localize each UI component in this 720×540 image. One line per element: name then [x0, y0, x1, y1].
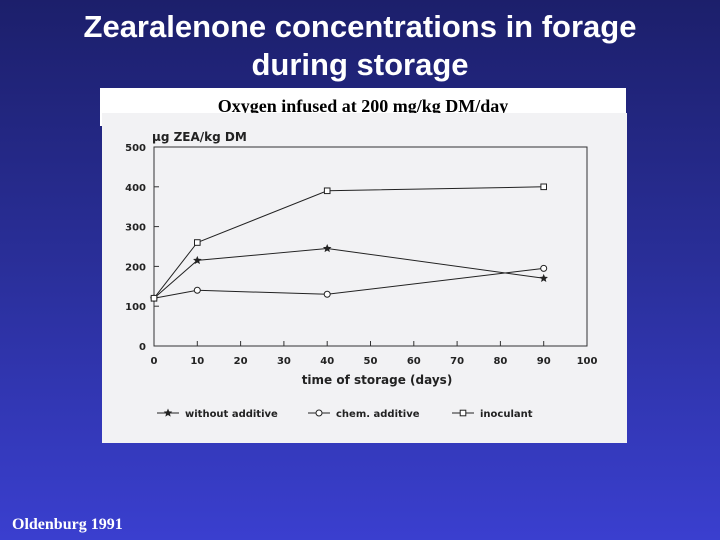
data-point-series-2: [540, 183, 547, 191]
data-point-series-2: [150, 294, 158, 302]
series-line-0: [153, 247, 544, 299]
x-tick-label: 100: [577, 356, 598, 367]
x-tick-label: 40: [320, 356, 334, 367]
plot-frame: [153, 146, 588, 347]
chart-panel: μg ZEA/kg DM time of storage (days) 0 100…: [102, 113, 627, 443]
x-tick-label: 60: [407, 356, 421, 367]
x-tick-label: 30: [277, 356, 291, 367]
x-axis-label: time of storage (days): [302, 373, 453, 387]
data-point-series-2: [194, 239, 201, 246]
data-point-series-0: [322, 243, 332, 253]
title-line-1: Zearalenone concentrations in forage: [83, 9, 637, 44]
y-tick-label: 300: [125, 223, 146, 234]
legend-label-1: chem. additive: [336, 409, 420, 420]
x-tick-label: 70: [450, 356, 464, 367]
y-tick-label: 500: [125, 143, 146, 154]
data-point-series-2: [323, 187, 331, 195]
x-tick-label: 10: [190, 356, 204, 367]
y-axis-label: μg ZEA/kg DM: [152, 130, 247, 144]
title-line-2: during storage: [251, 47, 469, 82]
zea-line-chart: μg ZEA/kg DM time of storage (days) 0100…: [125, 130, 598, 420]
data-point-series-1: [540, 264, 548, 272]
chart-subtitle: Oxygen infused at 200 mg/kg DM/day: [217, 96, 509, 116]
data-point-series-0: [193, 255, 202, 265]
x-tick-label: 90: [537, 356, 551, 367]
legend-marker-1: [315, 409, 323, 417]
slide-title: Zearalenone concentrations in forage dur…: [0, 8, 720, 84]
y-tick-label: 100: [125, 302, 146, 313]
x-tick-label: 80: [493, 356, 507, 367]
data-point-series-0: [539, 273, 548, 282]
legend-marker-0: [163, 408, 173, 417]
series-line-2: [153, 186, 544, 299]
series-line-1: [153, 267, 544, 299]
data-point-series-1: [193, 286, 201, 294]
y-tick-label: 200: [125, 262, 146, 273]
data-point-series-1: [323, 290, 331, 298]
x-tick-label: 50: [364, 356, 378, 367]
x-tick-label: 20: [234, 356, 248, 367]
legend-label-0: without additive: [185, 409, 278, 420]
footer-credit: Oldenburg 1991: [12, 516, 123, 533]
legend-label-2: inoculant: [480, 409, 533, 420]
y-tick-label: 0: [139, 342, 146, 353]
x-tick-label: 0: [151, 356, 158, 367]
y-tick-label: 400: [125, 183, 146, 194]
legend-marker-2: [459, 409, 467, 417]
